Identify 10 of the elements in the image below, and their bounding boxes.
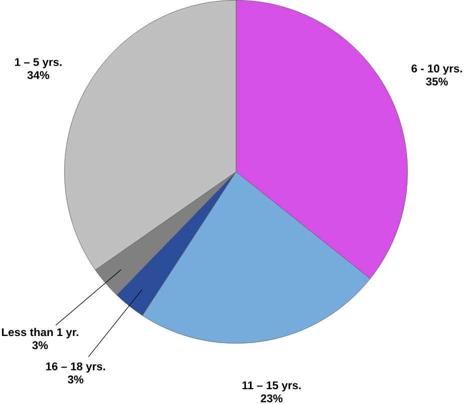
data-label: 34% — [27, 71, 50, 80]
data-label: 3% — [32, 341, 48, 350]
slice-label: 1 – 5 yrs. — [15, 58, 62, 68]
data-label: 35% — [426, 78, 448, 86]
slice-label: 16 – 18 yrs. — [46, 362, 105, 373]
slice-label: 6 - 10 yrs. — [412, 64, 462, 75]
data-label: 3% — [68, 376, 84, 384]
slice-label: Less than 1 yr. — [2, 328, 78, 339]
slice-label: 11 – 15 yrs. — [242, 382, 301, 392]
data-label: 23% — [260, 394, 283, 403]
